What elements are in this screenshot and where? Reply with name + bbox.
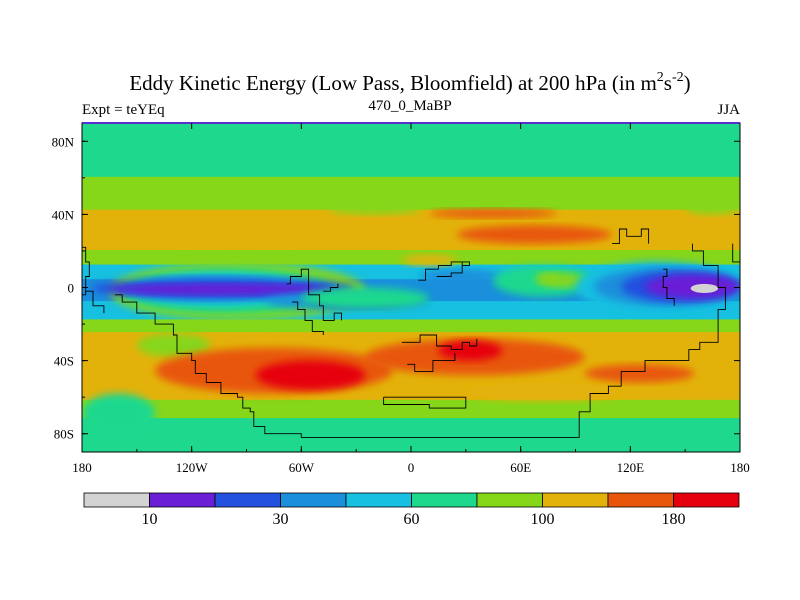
coastline bbox=[114, 243, 726, 438]
coastline bbox=[662, 268, 675, 306]
colorbar-swatch bbox=[83, 492, 150, 508]
x-tick-label: 120W bbox=[176, 460, 209, 475]
y-tick-label: 80S bbox=[54, 427, 74, 442]
x-axis: 180 120W 60W 0 60E 120E 180 bbox=[72, 123, 750, 475]
right-subtitle: JJA bbox=[717, 102, 740, 118]
field-blob bbox=[535, 272, 561, 284]
coastline bbox=[401, 334, 478, 351]
chart-title-unit-s: s bbox=[664, 71, 672, 95]
left-subtitle: Expt = teYEq bbox=[82, 102, 165, 118]
chart-title: Eddy Kinetic Energy (Low Pass, Bloomfiel… bbox=[129, 70, 690, 95]
map-plot-area bbox=[82, 123, 740, 452]
colorbar-swatch bbox=[476, 492, 543, 508]
colorbar-label: 180 bbox=[662, 511, 686, 528]
coastlines bbox=[82, 228, 740, 438]
colorbar-swatch bbox=[214, 492, 281, 508]
x-tick-label: 0 bbox=[408, 460, 415, 475]
field-blob bbox=[438, 340, 503, 361]
colorbar-label: 100 bbox=[531, 511, 555, 528]
zonal-band bbox=[82, 209, 740, 252]
colorbar-swatch bbox=[280, 492, 347, 508]
field-blob bbox=[328, 203, 421, 215]
field-blob bbox=[456, 225, 613, 244]
x-tick-label: 180 bbox=[730, 460, 750, 475]
chart-title-sup-2: -2 bbox=[672, 70, 684, 85]
coastline bbox=[82, 291, 87, 296]
coastline bbox=[612, 228, 650, 245]
x-tick-label: 60W bbox=[289, 460, 315, 475]
colorbar-swatch bbox=[673, 492, 740, 508]
coastline bbox=[286, 268, 342, 321]
center-subtitle: 470_0_MaBP bbox=[368, 98, 451, 114]
y-tick-label: 80N bbox=[52, 134, 75, 149]
field-blob bbox=[690, 283, 719, 293]
colorbar-label: 10 bbox=[142, 511, 158, 528]
colorbar-label: 30 bbox=[273, 511, 289, 528]
coastline bbox=[732, 243, 740, 263]
colorbar-swatch bbox=[542, 492, 609, 508]
y-axis: 80N 40N 0 40S 80S bbox=[52, 134, 740, 442]
field-blob bbox=[136, 333, 210, 357]
field-blob bbox=[82, 393, 156, 434]
chart-title-sup-1: 2 bbox=[657, 70, 664, 85]
colorbar-swatch bbox=[607, 492, 674, 508]
colorbar-swatch bbox=[411, 492, 478, 508]
zonal-band bbox=[82, 319, 740, 335]
field-blob bbox=[420, 269, 503, 284]
field-blob bbox=[465, 382, 622, 401]
chart-title-main: Eddy Kinetic Energy (Low Pass, Bloomfiel… bbox=[129, 71, 656, 95]
field-blob bbox=[301, 287, 430, 310]
field-blob bbox=[109, 283, 329, 295]
field-blob bbox=[255, 360, 366, 390]
field-blob bbox=[429, 208, 558, 219]
coastline bbox=[418, 261, 470, 281]
field-blob bbox=[584, 364, 695, 383]
coastline bbox=[323, 283, 339, 292]
field-blob bbox=[685, 199, 740, 215]
y-tick-label: 40S bbox=[54, 354, 74, 369]
field-features bbox=[82, 199, 740, 434]
x-tick-label: 120E bbox=[617, 460, 645, 475]
colorbar: 10 30 60 100 180 bbox=[83, 492, 740, 528]
coastline bbox=[292, 301, 324, 335]
coastline bbox=[407, 353, 456, 373]
chart-title-close: ) bbox=[684, 71, 691, 95]
x-tick-label: 60E bbox=[510, 460, 531, 475]
colorbar-swatch bbox=[345, 492, 412, 508]
zonal-band bbox=[82, 123, 740, 179]
x-tick-label: 180 bbox=[72, 460, 92, 475]
field-blob bbox=[401, 254, 457, 266]
coastline bbox=[383, 396, 467, 409]
zonal-band bbox=[82, 399, 740, 421]
y-tick-label: 0 bbox=[68, 281, 75, 296]
y-tick-label: 40N bbox=[52, 207, 75, 222]
colorbar-label: 60 bbox=[404, 511, 420, 528]
colorbar-swatch bbox=[149, 492, 216, 508]
coastline bbox=[82, 246, 105, 314]
